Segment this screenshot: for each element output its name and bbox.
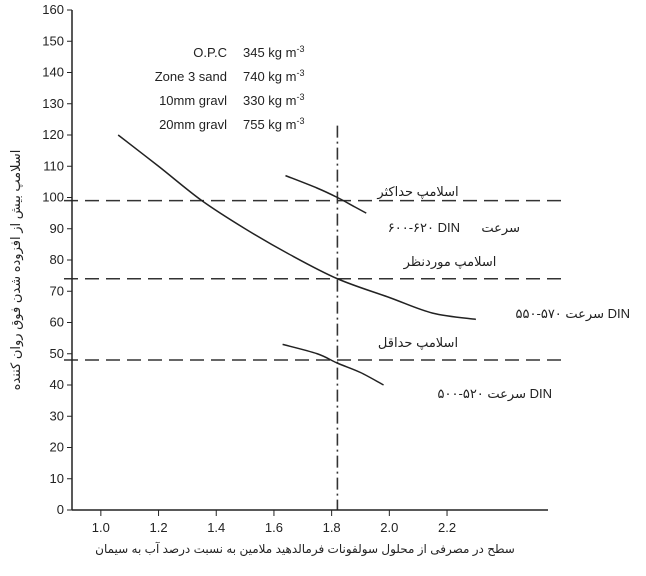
y-tick-label: 160 bbox=[42, 2, 64, 17]
x-tick-label: 1.0 bbox=[92, 520, 110, 535]
mix-value: 755 kg m-3 bbox=[243, 116, 305, 132]
series-line bbox=[285, 174, 367, 214]
mix-unit-exponent: -3 bbox=[296, 92, 304, 102]
y-tick-label: 120 bbox=[42, 127, 64, 142]
y-axis-label: اسلامپ بیش از افزوده شدن فوق روان کننده bbox=[8, 150, 24, 391]
x-tick-label: 2.2 bbox=[438, 520, 456, 535]
y-tick-label: 40 bbox=[50, 377, 64, 392]
reference-lines bbox=[64, 125, 565, 510]
mix-unit-exponent: -3 bbox=[296, 68, 304, 78]
chart-text: اسلامپ بیش از افزوده شدن فوق روان کننده … bbox=[8, 44, 630, 557]
series bbox=[117, 134, 476, 386]
y-tick-label: 10 bbox=[50, 471, 64, 486]
x-tick-label: 1.2 bbox=[150, 520, 168, 535]
mix-name: 20mm gravl bbox=[159, 117, 227, 132]
mix-value: 740 kg m-3 bbox=[243, 68, 305, 84]
y-tick-label: 110 bbox=[43, 158, 64, 173]
mix-name: Zone 3 sand bbox=[155, 69, 227, 84]
series-line bbox=[117, 134, 476, 321]
y-tick-label: 20 bbox=[50, 440, 64, 455]
y-tick-label: 90 bbox=[50, 221, 64, 236]
curve-label-sub: سرعت bbox=[481, 220, 520, 236]
mix-value: 330 kg m-3 bbox=[243, 92, 305, 108]
y-tick-label: 50 bbox=[50, 346, 64, 361]
y-tick-label: 130 bbox=[42, 96, 64, 111]
y-tick-label: 0 bbox=[57, 502, 64, 517]
x-axis-label: سطح در مصرفی از محلول سولفونات فرمالدهید… bbox=[95, 541, 515, 557]
series-line bbox=[282, 343, 384, 386]
y-tick-label: 150 bbox=[42, 33, 64, 48]
curve-label: ۶۰۰-۶۲۰ DIN bbox=[388, 220, 460, 235]
mix-unit-exponent: -3 bbox=[296, 116, 304, 126]
y-tick-label: 100 bbox=[42, 190, 64, 205]
mix-name: 10mm gravl bbox=[159, 93, 227, 108]
mix-unit-exponent: -3 bbox=[296, 44, 304, 54]
axes: 0 10 20 30 40 50 60 70 80 90 100 110 120 130 140 150 160… bbox=[42, 2, 548, 535]
y-tick-label: 140 bbox=[42, 65, 64, 80]
y-tick-label: 80 bbox=[50, 252, 64, 267]
x-tick-label: 1.4 bbox=[207, 520, 225, 535]
reference-line-label: اسلامپ حداکثر bbox=[376, 184, 458, 200]
y-tick-label: 60 bbox=[50, 315, 64, 330]
reference-line-label: اسلامپ موردنظر bbox=[403, 254, 497, 270]
x-tick-label: 1.8 bbox=[323, 520, 341, 535]
x-tick-label: 2.0 bbox=[380, 520, 398, 535]
x-tick-label: 1.6 bbox=[265, 520, 283, 535]
mix-value: 345 kg m-3 bbox=[243, 44, 305, 60]
curve-label: سرعت ۵۲۰-۵۰۰ DIN bbox=[438, 386, 552, 402]
y-tick-label: 30 bbox=[50, 408, 64, 423]
mix-name: O.P.C bbox=[193, 45, 227, 60]
curve-label: سرعت ۵۷۰-۵۵۰ DIN bbox=[516, 306, 630, 322]
reference-line-label: اسلامپ حداقل bbox=[378, 335, 458, 350]
y-tick-label: 70 bbox=[50, 283, 64, 298]
